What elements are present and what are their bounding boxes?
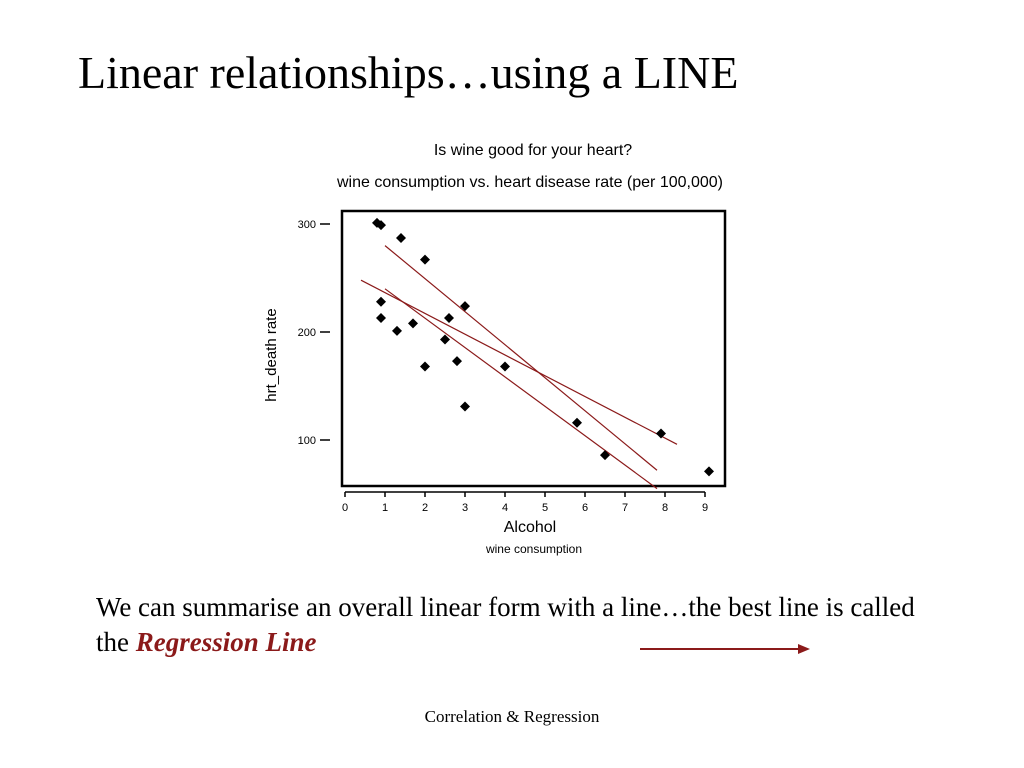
data-point bbox=[376, 220, 386, 231]
x-tick-label: 6 bbox=[582, 502, 588, 514]
x-tick-label: 1 bbox=[382, 502, 388, 514]
data-point bbox=[396, 233, 406, 244]
body-paragraph: We can summarise an overall linear form … bbox=[96, 590, 916, 660]
regression-line bbox=[360, 279, 678, 445]
regression-line-term: Regression Line bbox=[135, 627, 317, 658]
data-point bbox=[420, 361, 430, 372]
chart-subtitle: wine consumption vs. heart disease rate … bbox=[336, 174, 723, 191]
data-point bbox=[376, 312, 386, 323]
arrow-head bbox=[798, 644, 810, 654]
regression-line bbox=[384, 245, 658, 471]
data-point bbox=[440, 334, 450, 345]
y-tick-label: 200 bbox=[298, 327, 316, 339]
x-tick-label: 5 bbox=[542, 502, 548, 514]
data-point bbox=[460, 301, 470, 312]
x-axis-label: Alcohol bbox=[504, 519, 556, 536]
data-point bbox=[656, 428, 666, 439]
data-point bbox=[392, 325, 402, 336]
x-tick-label: 8 bbox=[662, 502, 668, 514]
x-tick-label: 9 bbox=[702, 502, 708, 514]
body-text: We can summarise an overall linear form … bbox=[96, 592, 915, 658]
x-tick-label: 0 bbox=[342, 502, 348, 514]
regression-line bbox=[384, 288, 658, 490]
chart-title: Is wine good for your heart? bbox=[434, 142, 632, 159]
y-tick-label: 100 bbox=[298, 435, 316, 447]
slide-footer: Correlation & Regression bbox=[424, 707, 600, 726]
plot-frame bbox=[340, 209, 727, 488]
data-point bbox=[444, 312, 454, 323]
x-axis-sublabel: wine consumption bbox=[485, 542, 582, 556]
y-axis-label: hrt_death rate bbox=[263, 308, 280, 401]
arrow-graphic bbox=[640, 644, 810, 654]
slide-title: Linear relationships…using a LINE bbox=[78, 47, 739, 98]
data-point bbox=[452, 356, 462, 367]
y-tick-label: 300 bbox=[298, 219, 316, 231]
data-point bbox=[460, 401, 470, 412]
data-point bbox=[704, 466, 714, 477]
data-point bbox=[420, 254, 430, 265]
data-point bbox=[600, 450, 610, 461]
data-point bbox=[376, 296, 386, 307]
data-point bbox=[408, 318, 418, 329]
data-point bbox=[500, 361, 510, 372]
data-point bbox=[572, 417, 582, 428]
x-tick-label: 7 bbox=[622, 502, 628, 514]
x-tick-label: 3 bbox=[462, 502, 468, 514]
x-tick-label: 4 bbox=[502, 502, 508, 514]
x-tick-label: 2 bbox=[422, 502, 428, 514]
